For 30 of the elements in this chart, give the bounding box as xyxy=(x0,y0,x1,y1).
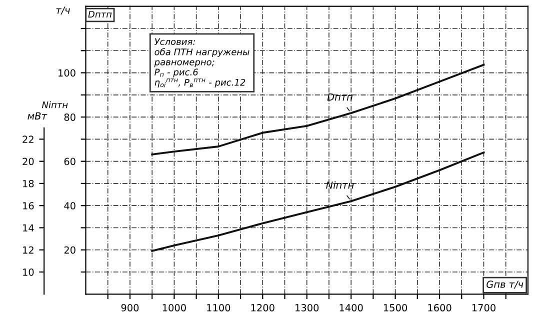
y2-tick-label: 10 xyxy=(23,268,34,276)
x-axis-title: Gпв т/ч xyxy=(486,280,524,289)
line-series xyxy=(151,151,485,252)
x-tick-label: 1500 xyxy=(384,304,408,312)
series-label: Dптп xyxy=(327,93,353,101)
y-axis-title: т/ч xyxy=(56,6,70,15)
y-tick-label: 60 xyxy=(64,158,76,166)
text: Условия: оба ПТН нагружены равномерно; P$_{п}$ - рис.6 η$_{oi}$$^{птн}$, P$_{в}$$^{птн}$ - рис.12 xyxy=(154,38,250,88)
x-tick-label: 1400 xyxy=(340,304,363,312)
y-tick-label: 100 xyxy=(58,69,76,77)
x-tick-label: 1200 xyxy=(251,304,274,312)
y2-tick-label: 18 xyxy=(23,180,34,188)
y2-tick-label: 20 xyxy=(22,158,34,166)
y2-tick-label: 22 xyxy=(22,136,34,143)
x-tick-label: 1100 xyxy=(207,304,230,312)
text: Niптн xyxy=(42,101,68,108)
y-tick-label: 20 xyxy=(64,246,76,254)
annotation: Dптп xyxy=(88,10,112,18)
y-tick-label: 80 xyxy=(64,114,76,121)
x-tick-label: 1600 xyxy=(428,304,452,312)
x-tick-label: 1300 xyxy=(296,304,319,312)
y2-axis-title: мВт xyxy=(28,112,48,120)
y2-tick-label: 16 xyxy=(23,202,34,210)
y-tick-label: 40 xyxy=(64,202,76,210)
y2-tick-label: 12 xyxy=(23,246,34,254)
x-tick-label: 1700 xyxy=(472,304,496,312)
series-label: Niптн xyxy=(326,181,354,189)
x-tick-label: 1000 xyxy=(162,304,186,312)
y2-tick-label: 14 xyxy=(23,224,34,232)
x-tick-label: 900 xyxy=(121,304,139,312)
